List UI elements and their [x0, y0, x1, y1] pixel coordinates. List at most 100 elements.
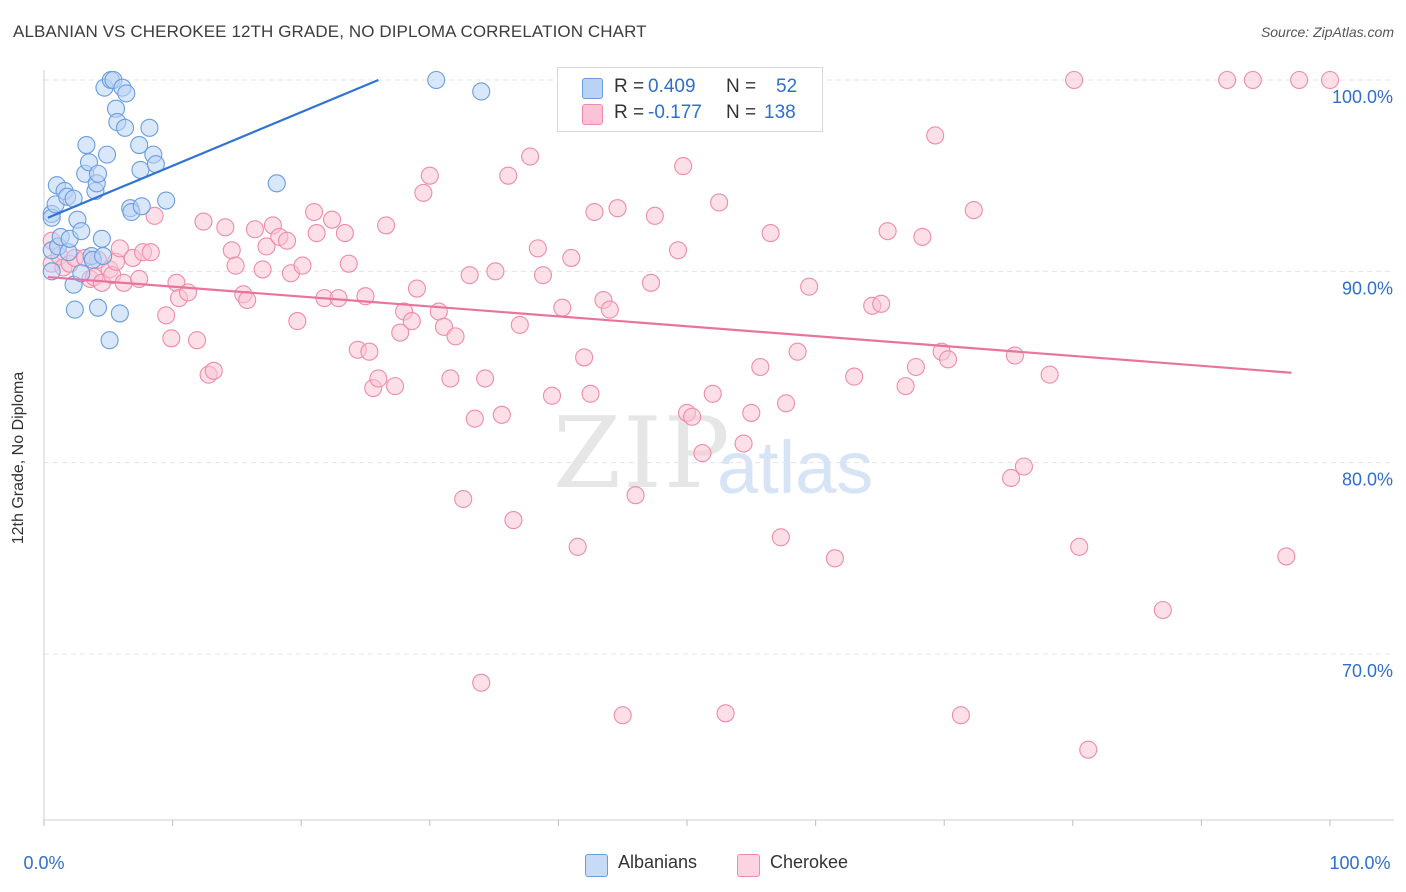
cherokee-legend-swatch — [737, 854, 760, 877]
cherokee-point-80 — [533, 266, 553, 285]
albanian-point-3 — [42, 262, 61, 281]
cherokee-point-49 — [335, 224, 354, 243]
cherokee-point-136 — [1290, 70, 1309, 90]
albanian-point-49 — [267, 174, 286, 193]
albanian-point-14 — [65, 300, 84, 319]
cherokee-point-128 — [1040, 365, 1059, 384]
cherokee-point-45 — [307, 224, 326, 243]
correlation-legend: R = 0.409 N = 52 R = -0.177 N = 138 — [557, 67, 823, 132]
cherokee-point-37 — [257, 237, 276, 256]
cherokee-point-116 — [878, 222, 897, 241]
cherokee-point-66 — [441, 369, 460, 388]
cherokee-point-90 — [608, 199, 627, 218]
cherokee-point-95 — [668, 241, 688, 260]
cherokee-point-124 — [964, 201, 983, 220]
cherokee-point-75 — [499, 166, 518, 185]
cherokee-point-79 — [528, 239, 547, 258]
albanian-point-28 — [94, 246, 113, 266]
albanians-n-label: N = — [726, 76, 757, 97]
cherokee-point-119 — [913, 227, 932, 246]
cherokee-point-47 — [323, 210, 342, 229]
cherokee-point-129 — [1065, 70, 1084, 90]
cherokee-point-122 — [939, 350, 958, 369]
cherokee-point-91 — [613, 706, 632, 725]
cherokee-point-50 — [339, 254, 358, 273]
cherokee-point-110 — [788, 342, 807, 361]
cherokee-point-22 — [162, 329, 181, 348]
cherokee-n-value: 138 — [764, 102, 796, 123]
cherokee-r-value: -0.177 — [648, 102, 702, 123]
cherokee-point-86 — [581, 384, 600, 403]
albanian-point-16 — [72, 222, 91, 241]
cherokee-point-64 — [429, 302, 448, 321]
albanians-r-label: R = — [614, 76, 645, 97]
albanian-point-25 — [88, 164, 108, 183]
cherokee-point-42 — [288, 312, 307, 331]
cherokee-point-61 — [407, 279, 426, 298]
cherokee-point-126 — [1005, 346, 1024, 365]
cherokee-point-40 — [278, 231, 297, 250]
albanian-point-50 — [427, 70, 446, 90]
albanian-trend-line — [47, 78, 379, 219]
cherokee-point-106 — [751, 357, 770, 377]
cherokee-point-100 — [703, 384, 722, 403]
cherokee-point-115 — [872, 294, 891, 313]
cherokee-point-105 — [742, 403, 761, 422]
cherokee-point-93 — [641, 273, 661, 292]
albanian-point-36 — [110, 304, 129, 323]
cherokee-point-67 — [446, 327, 465, 346]
albanians-n-value: 52 — [776, 76, 798, 97]
cherokee-point-89 — [600, 300, 619, 319]
cherokee-point-74 — [492, 405, 511, 424]
albanian-point-44 — [132, 197, 151, 216]
cherokee-point-111 — [800, 277, 819, 296]
cherokee-point-43 — [293, 256, 312, 275]
cherokee-point-104 — [734, 434, 753, 453]
albanian-point-26 — [88, 298, 108, 317]
cherokee-point-27 — [194, 212, 213, 231]
cherokee-point-55 — [369, 369, 388, 388]
cherokee-point-112 — [825, 549, 844, 568]
cherokee-point-63 — [420, 166, 439, 185]
cherokee-point-118 — [906, 357, 925, 377]
cherokee-point-31 — [222, 241, 241, 260]
cherokee-point-76 — [504, 511, 523, 530]
cherokee-point-81 — [542, 386, 562, 405]
cherokee-point-130 — [1070, 537, 1089, 556]
cherokee-point-14 — [110, 239, 129, 258]
cherokee-point-78 — [521, 147, 540, 166]
cherokee-r-label: R = — [614, 102, 645, 123]
cherokee-point-132 — [1153, 600, 1172, 620]
y-axis-label: 12th Grade, No Diploma — [10, 371, 27, 545]
albanian-point-51 — [472, 82, 491, 101]
cherokee-point-108 — [771, 528, 790, 547]
cherokee-point-70 — [465, 409, 484, 428]
cherokee-point-101 — [710, 193, 729, 212]
albanian-point-19 — [77, 136, 96, 155]
albanian-point-27 — [92, 229, 111, 248]
x-tick-label-min: 0.0% — [23, 853, 64, 873]
albanians-r-value: 0.409 — [648, 76, 696, 97]
cherokee-point-109 — [776, 394, 796, 413]
cherokee-point-21 — [157, 306, 176, 325]
cherokee-legend-label: Cherokee — [770, 852, 849, 872]
cherokee-point-73 — [486, 262, 505, 281]
cherokee-point-60 — [402, 312, 421, 331]
cherokee-point-85 — [575, 348, 594, 367]
cherokee-point-56 — [377, 216, 396, 235]
albanian-point-48 — [157, 191, 176, 210]
y-tick-label-90: 90.0% — [1342, 278, 1393, 298]
cherokee-point-96 — [674, 157, 693, 176]
cherokee-point-135 — [1277, 547, 1296, 566]
cherokee-point-36 — [253, 260, 272, 279]
y-tick-label-100: 100.0% — [1332, 87, 1393, 107]
cherokee-point-94 — [645, 206, 664, 225]
cherokee-point-134 — [1243, 70, 1262, 90]
cherokee-point-98 — [683, 407, 702, 426]
albanian-point-30 — [97, 145, 117, 164]
albanians-swatch — [582, 78, 603, 99]
cherokee-point-77 — [510, 315, 529, 334]
albanian-point-17 — [72, 264, 91, 283]
cherokee-point-83 — [562, 248, 581, 267]
